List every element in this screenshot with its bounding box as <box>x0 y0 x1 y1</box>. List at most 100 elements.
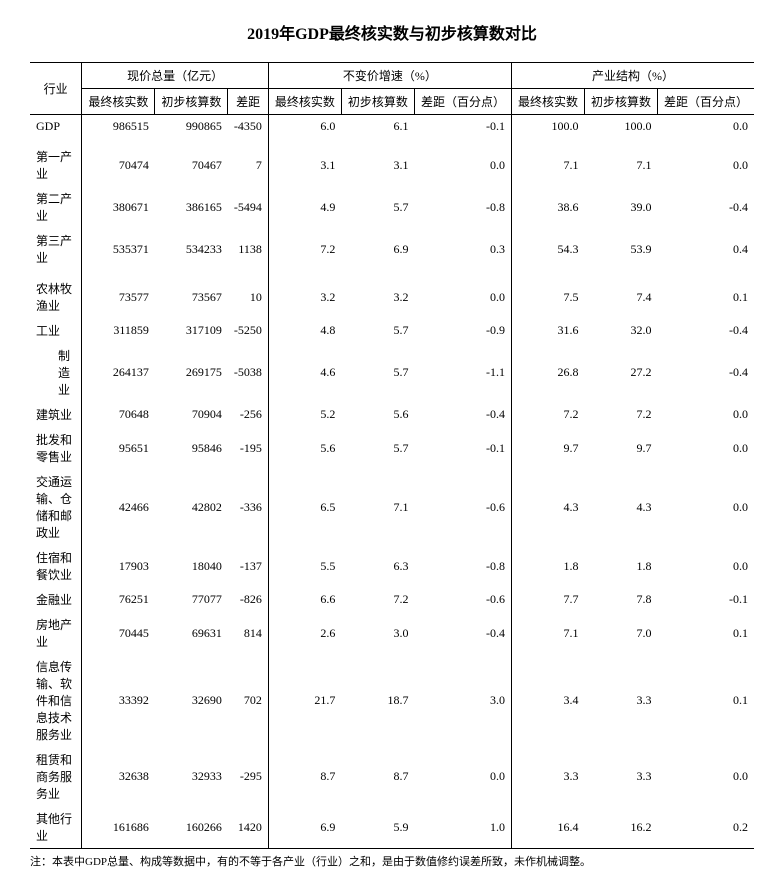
cell: 54.3 <box>511 228 584 270</box>
cell: 95651 <box>82 427 155 469</box>
cell: 27.2 <box>584 343 657 402</box>
cell: 6.5 <box>268 469 341 545</box>
cell: 7.0 <box>584 612 657 654</box>
cell: -0.4 <box>657 186 754 228</box>
cell: -0.4 <box>414 612 511 654</box>
cell: 100.0 <box>511 115 584 139</box>
cell: 39.0 <box>584 186 657 228</box>
cell: 0.0 <box>657 402 754 427</box>
cell: 990865 <box>155 115 228 139</box>
cell: 1420 <box>228 806 269 849</box>
cell: -0.4 <box>657 318 754 343</box>
cell: 5.7 <box>341 318 414 343</box>
cell: 70904 <box>155 402 228 427</box>
cell: 69631 <box>155 612 228 654</box>
cell: -0.1 <box>414 115 511 139</box>
cell: 70474 <box>82 144 155 186</box>
row-label: 第二产业 <box>30 186 82 228</box>
cell: 70648 <box>82 402 155 427</box>
cell: 3.0 <box>414 654 511 747</box>
cell: -0.1 <box>657 587 754 612</box>
row-label: 金融业 <box>30 587 82 612</box>
cell: 32933 <box>155 747 228 806</box>
cell: 8.7 <box>268 747 341 806</box>
cell: 380671 <box>82 186 155 228</box>
cell: 5.5 <box>268 545 341 587</box>
cell: 7.8 <box>584 587 657 612</box>
cell: 4.9 <box>268 186 341 228</box>
cell: -0.6 <box>414 587 511 612</box>
cell: 77077 <box>155 587 228 612</box>
cell: -0.6 <box>414 469 511 545</box>
cell: -0.8 <box>414 545 511 587</box>
cell: 0.1 <box>657 276 754 318</box>
cell: 7.2 <box>268 228 341 270</box>
cell: -0.1 <box>414 427 511 469</box>
page-title: 2019年GDP最终核实数与初步核算数对比 <box>30 20 754 44</box>
cell: 3.3 <box>511 747 584 806</box>
row-label: 工业 <box>30 318 82 343</box>
cell: 535371 <box>82 228 155 270</box>
footnote: 注：本表中GDP总量、构成等数据中，有的不等于各产业（行业）之和，是由于数值修约… <box>30 853 754 869</box>
cell: 311859 <box>82 318 155 343</box>
table-body: GDP986515990865-43506.06.1-0.1100.0100.0… <box>30 115 754 849</box>
cell: 31.6 <box>511 318 584 343</box>
cell: 0.0 <box>414 144 511 186</box>
cell: -5038 <box>228 343 269 402</box>
cell: -0.4 <box>414 402 511 427</box>
cell: 0.0 <box>657 469 754 545</box>
cell: 7.1 <box>511 144 584 186</box>
cell: 8.7 <box>341 747 414 806</box>
cell: -1.1 <box>414 343 511 402</box>
cell: -826 <box>228 587 269 612</box>
cell: 814 <box>228 612 269 654</box>
cell: 7.1 <box>584 144 657 186</box>
cell: 386165 <box>155 186 228 228</box>
cell: 7.2 <box>341 587 414 612</box>
row-label: 住宿和餐饮业 <box>30 545 82 587</box>
cell: 7.1 <box>341 469 414 545</box>
col-diffpp-3: 差距（百分点） <box>657 89 754 115</box>
col-prelim-1: 初步核算数 <box>155 89 228 115</box>
row-label: 批发和零售业 <box>30 427 82 469</box>
col-final-3: 最终核实数 <box>511 89 584 115</box>
cell: 7.2 <box>584 402 657 427</box>
cell: 18.7 <box>341 654 414 747</box>
cell: 7 <box>228 144 269 186</box>
cell: 6.6 <box>268 587 341 612</box>
cell: 73567 <box>155 276 228 318</box>
cell: 5.2 <box>268 402 341 427</box>
cell: 9.7 <box>511 427 584 469</box>
cell: 0.3 <box>414 228 511 270</box>
cell: -0.8 <box>414 186 511 228</box>
col-prelim-3: 初步核算数 <box>584 89 657 115</box>
cell: 16.4 <box>511 806 584 849</box>
cell: 6.1 <box>341 115 414 139</box>
cell: 53.9 <box>584 228 657 270</box>
col-group2: 不变价增速（%） <box>268 63 511 89</box>
row-label: 其他行业 <box>30 806 82 849</box>
cell: -5494 <box>228 186 269 228</box>
col-group3: 产业结构（%） <box>511 63 754 89</box>
cell: 0.0 <box>657 747 754 806</box>
cell: -295 <box>228 747 269 806</box>
cell: 7.2 <box>511 402 584 427</box>
cell: 2.6 <box>268 612 341 654</box>
cell: 160266 <box>155 806 228 849</box>
cell: -4350 <box>228 115 269 139</box>
cell: 0.1 <box>657 654 754 747</box>
row-label: 农林牧渔业 <box>30 276 82 318</box>
cell: 26.8 <box>511 343 584 402</box>
cell: 76251 <box>82 587 155 612</box>
cell: 7.7 <box>511 587 584 612</box>
cell: 264137 <box>82 343 155 402</box>
cell: 6.0 <box>268 115 341 139</box>
cell: 0.2 <box>657 806 754 849</box>
cell: 1138 <box>228 228 269 270</box>
cell: 6.9 <box>268 806 341 849</box>
cell: 3.1 <box>268 144 341 186</box>
cell: 0.0 <box>657 144 754 186</box>
col-group1: 现价总量（亿元） <box>82 63 269 89</box>
cell: 95846 <box>155 427 228 469</box>
cell: 986515 <box>82 115 155 139</box>
